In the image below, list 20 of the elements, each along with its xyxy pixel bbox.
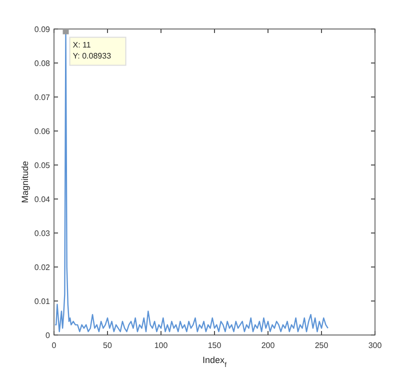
y-tick-label: 0.05 — [34, 161, 51, 170]
x-tick-label: 250 — [314, 341, 329, 350]
y-tick-label: 0.01 — [34, 297, 51, 306]
x-tick-label: 100 — [154, 341, 168, 350]
x-tick-label: 0 — [52, 341, 57, 350]
x-tick-label: 300 — [368, 341, 382, 350]
y-tick-label: 0.08 — [34, 59, 51, 68]
y-tick-label: 0.04 — [34, 195, 51, 204]
y-tick-label: 0.03 — [34, 229, 51, 238]
annotation: X: 11 Y: 0.08933 — [72, 40, 112, 60]
y-tick-label: 0.06 — [34, 127, 51, 136]
y-axis-title: Magnitude — [20, 160, 30, 204]
y-tick-label: 0.09 — [34, 25, 51, 34]
x-axis-title: Index$_{f}$ — [202, 355, 227, 368]
y-tick-label: 0.07 — [34, 93, 51, 102]
y-tick-label: 0.02 — [34, 263, 51, 272]
x-tick-label: 150 — [208, 341, 222, 350]
y-tick-label: 0 — [46, 331, 51, 340]
x-tick-label: 50 — [103, 341, 112, 350]
x-tick-label: 200 — [261, 341, 276, 350]
